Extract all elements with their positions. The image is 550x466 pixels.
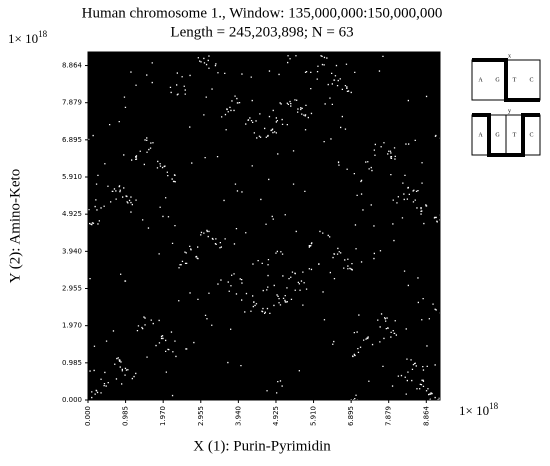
inset-diagrams: x A G T Cy A G T C xyxy=(471,53,541,157)
plot-frame xyxy=(87,51,441,401)
x-tick-label: 0.985 xyxy=(122,406,130,426)
y-tick-label: 1.970 xyxy=(62,322,82,330)
inset-letter: G xyxy=(495,77,500,83)
inset-axis-label: y xyxy=(508,108,511,114)
multiplier-exponent: 18 xyxy=(38,29,48,39)
y-axis-label: Y (2): Amino-Keto xyxy=(7,169,23,283)
y-tick-label: 5.910 xyxy=(62,173,82,181)
x-tick-label: 5.910 xyxy=(310,406,318,426)
y-tick-label: 8.864 xyxy=(62,62,83,70)
y-tick-label: 4.925 xyxy=(62,210,82,218)
y-tick-label: 3.940 xyxy=(62,247,82,255)
y-tick-label: 7.879 xyxy=(62,99,82,107)
inset-letter: C xyxy=(529,132,533,138)
y-tick-label: 6.895 xyxy=(62,136,82,144)
plot-area xyxy=(88,52,440,400)
y-tick-label: 2.955 xyxy=(62,285,82,293)
y-tick-label: 0.985 xyxy=(62,359,82,367)
inset-walk xyxy=(472,113,540,157)
x-tick-label: 3.940 xyxy=(234,406,242,426)
inset-letter: T xyxy=(513,77,517,83)
inset-walk xyxy=(472,58,540,102)
chart-subtitle: Length = 245,203,898; N = 63 xyxy=(170,24,353,40)
inset-letter: A xyxy=(478,77,483,83)
axis-multiplier: 1× 1018 xyxy=(8,29,48,46)
x-tick-label: 7.879 xyxy=(385,406,393,426)
inset-letter: T xyxy=(513,132,517,138)
chart-title: Human chromosome 1., Window: 135,000,000… xyxy=(82,5,443,21)
x-tick-label: 0.000 xyxy=(84,406,92,426)
x-tick-label: 8.864 xyxy=(422,405,430,426)
multiplier-exponent: 18 xyxy=(489,401,499,411)
inset-letter: A xyxy=(478,132,483,138)
axis-multiplier: 1× 1018 xyxy=(459,401,499,418)
inset-axis-label: x xyxy=(508,53,511,59)
inset-letter: C xyxy=(529,77,533,83)
multiplier-base: 1× 10 xyxy=(8,31,38,46)
x-tick-label: 2.955 xyxy=(197,406,205,426)
x-tick-label: 1.970 xyxy=(159,406,167,426)
x-tick-label: 6.895 xyxy=(347,406,355,426)
x-tick-label: 4.925 xyxy=(272,406,280,426)
x-axis-label: X (1): Purin-Pyrimidin xyxy=(193,438,331,454)
multiplier-base: 1× 10 xyxy=(459,403,489,418)
y-tick-label: 0.000 xyxy=(62,396,82,404)
inset-letter: G xyxy=(495,132,500,138)
